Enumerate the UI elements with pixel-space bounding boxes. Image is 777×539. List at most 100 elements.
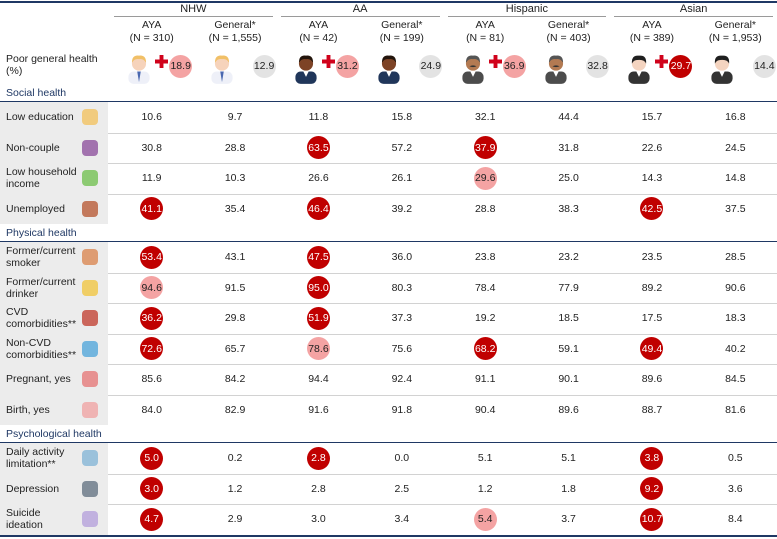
row-label: Non-CVD comorbidities** [6,336,77,361]
value: 10.6 [141,111,162,124]
cell: 91.8 [360,395,443,426]
value: 91.1 [474,373,496,386]
row-line [0,193,777,195]
cell: 44.4 [527,102,610,133]
value-badge: 9.2 [640,477,664,501]
column-header: AYA (N = 389) [610,19,693,45]
column-label: AYA [141,19,162,31]
row-label: Pregnant, yes [6,373,71,386]
value-badge: 63.5 [306,136,330,160]
person-icon [378,55,400,84]
value: 65.7 [224,342,246,355]
cell: 18.3 [694,303,777,334]
row-line [0,473,777,475]
cell: 65.7 [193,334,276,365]
cell: 88.7 [610,395,693,426]
row-icon [82,279,98,296]
value: 37.5 [725,202,746,215]
value: 90.6 [725,281,746,294]
cell: 23.5 [610,242,693,273]
cross-icon [155,55,168,68]
value-badge: 24.9 [419,54,443,78]
cell: 10.3 [193,163,276,194]
cell: 90.4 [444,395,527,426]
cell: 37.3 [360,303,443,334]
value: 3.0 [311,513,326,526]
cell: 23.2 [527,242,610,273]
value: 75.6 [391,342,413,355]
row-line [0,163,777,164]
value: 80.3 [391,281,413,294]
cell: 14.3 [610,163,693,194]
value: 19.2 [474,312,496,325]
value: 44.4 [558,111,579,124]
cell: 3.7 [527,504,610,535]
value-badge: 72.6 [140,337,164,361]
value: 84.0 [141,403,162,416]
cell: 10.6 [110,102,193,133]
cell: 31.8 [527,133,610,164]
cell: 94.6 [110,273,193,304]
bottom-border [0,535,777,537]
value-badge: 37.9 [473,136,497,160]
cell: 8.4 [694,504,777,535]
cross-icon [322,55,335,68]
cell: 0.2 [193,443,276,474]
value-badge: 94.6 [140,276,164,300]
value-badge: 36.2 [140,306,164,330]
cell: 92.4 [360,364,443,395]
row-label: Former/current smoker [6,245,76,270]
value: 90.4 [474,403,496,416]
cell: 29.6 [444,163,527,194]
row-icon [82,310,98,327]
section-line [0,101,777,102]
value-badge: 29.7 [669,54,693,78]
value: 23.8 [474,251,496,264]
cell: 5.0 [110,443,193,474]
value-badge: 32.8 [586,54,610,78]
row-icon [82,401,98,418]
cell: 5.4 [444,504,527,535]
column-n: (N = 389) [629,32,674,44]
cell: 85.6 [110,364,193,395]
value: 92.4 [391,373,413,386]
value: 84.5 [725,373,746,386]
cell: 5.1 [444,443,527,474]
group-header: Hispanic [447,3,607,17]
value-badge: 18.9 [169,54,193,78]
column-n: (N = 81) [466,32,505,44]
row-label: Former/current drinker [6,275,76,300]
value: 40.2 [725,342,746,355]
cell: 15.7 [610,102,693,133]
column-header: General* (N = 1,555) [193,19,276,45]
cell: 37.5 [694,194,777,225]
cell: 80.3 [360,273,443,304]
value: 94.4 [308,373,329,386]
column-header: AYA (N = 42) [277,19,360,45]
person-icon [128,55,150,84]
cross-icon [489,55,502,68]
cell: 78.4 [444,273,527,304]
value: 82.9 [224,403,246,416]
column-header: AYA (N = 81) [444,19,527,45]
cell: 41.1 [110,194,193,225]
cell: 91.6 [277,395,360,426]
cell: 2.5 [360,474,443,505]
cell: 63.5 [277,133,360,164]
cell: 29.8 [193,303,276,334]
value: 3.6 [728,482,743,495]
group-header: Asian [614,3,773,17]
value: 91.8 [391,403,413,416]
cell: 3.6 [694,474,777,505]
value: 77.9 [558,281,579,294]
value: 11.9 [141,172,162,185]
cell: 89.2 [610,273,693,304]
cell: 90.6 [694,273,777,304]
row-icon [82,170,98,187]
value: 2.9 [227,513,243,526]
value: 14.3 [641,172,663,185]
value: 89.2 [641,281,663,294]
value-badge: 51.9 [306,306,330,330]
value-badge: 46.4 [306,197,330,221]
value: 8.4 [728,513,743,526]
